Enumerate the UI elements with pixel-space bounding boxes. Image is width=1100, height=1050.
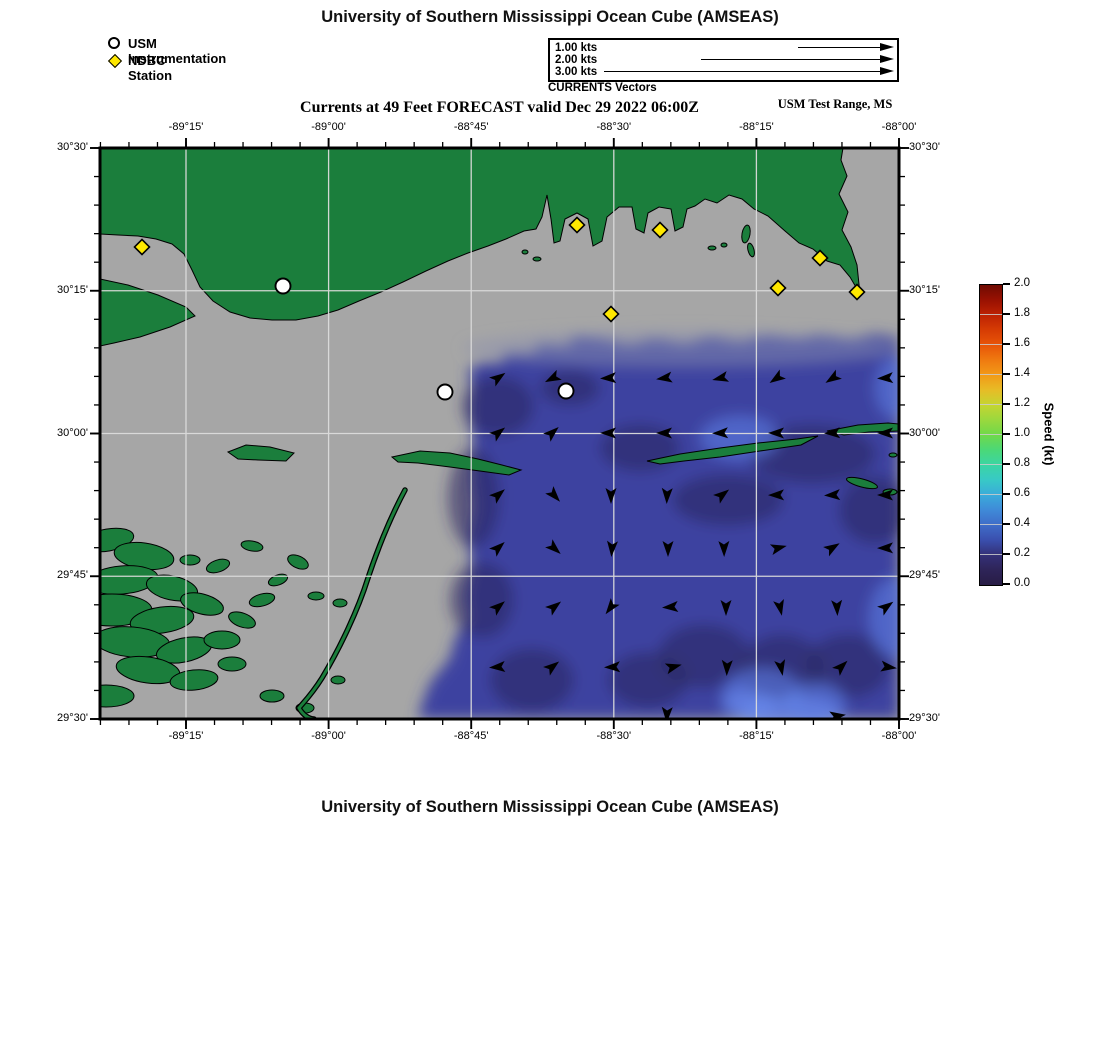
usm-instrumentation-marker (436, 383, 454, 401)
x-axis-label-top: -88°15' (739, 121, 774, 133)
map-content (100, 148, 899, 719)
colorbar-tick-label: 0.6 (1014, 487, 1030, 499)
colorbar-tick-label: 0.0 (1014, 577, 1030, 589)
colorbar-tick-label: 1.0 (1014, 427, 1030, 439)
vector-scale-arrowhead-icon (880, 43, 894, 52)
range-label: USM Test Range, MS (777, 97, 893, 111)
y-axis-label-left: 30°30' (57, 141, 88, 153)
colorbar-tick (1003, 433, 1010, 435)
y-axis-label-right: 29°30' (909, 712, 940, 724)
ndbc-station-marker (651, 221, 669, 239)
vector-scale-arrowhead-icon (880, 67, 894, 76)
colorbar-tick-label: 0.8 (1014, 457, 1030, 469)
ndbc-station-marker (769, 279, 787, 297)
x-axis-label-bottom: -88°15' (739, 730, 774, 742)
colorbar-tick-label: 0.2 (1014, 547, 1030, 559)
x-axis-label-top: -89°00' (311, 121, 346, 133)
stations (133, 216, 866, 401)
ndbc-station-marker (848, 283, 866, 301)
colorbar-gridline (980, 314, 1002, 316)
vector-scale-line (701, 59, 881, 60)
ndbc-station-marker (602, 305, 620, 323)
page-title: University of Southern Mississippi Ocean… (321, 8, 779, 26)
colorbar-tick (1003, 373, 1010, 375)
current-vectors (489, 369, 897, 719)
colorbar-tick-label: 1.2 (1014, 397, 1030, 409)
x-axis-label-top: -88°30' (596, 121, 632, 133)
x-axis-label-bottom: -88°30' (596, 730, 632, 742)
y-axis-label-left: 29°30' (57, 712, 88, 724)
colorbar-gridline (980, 494, 1002, 496)
colorbar-gridline (980, 524, 1002, 526)
colorbar-tick (1003, 403, 1010, 405)
vector-scale-caption: CURRENTS Vectors (548, 82, 657, 94)
land-layer (100, 148, 899, 714)
y-axis-label-right: 30°15' (909, 283, 940, 296)
footer-title: University of Southern Mississippi Ocean… (321, 798, 779, 816)
y-axis-label-right: 30°00' (909, 426, 940, 439)
colorbar-gridline (980, 344, 1002, 346)
x-axis-label-bottom: -89°00' (311, 730, 346, 742)
x-axis-label-bottom: -88°45' (453, 730, 489, 742)
x-axis-label-top: -89°15' (168, 121, 204, 133)
colorbar-tick-label: 1.6 (1014, 337, 1030, 349)
forecast-subtitle: Currents at 49 Feet FORECAST valid Dec 2… (300, 99, 699, 116)
vector-scale-3kt: 3.00 kts (555, 66, 598, 78)
y-axis-label-left: 29°45' (57, 569, 88, 582)
x-axis-label-bottom: -89°15' (168, 730, 204, 742)
colorbar-tick (1003, 553, 1010, 555)
colorbar-tick (1003, 463, 1010, 465)
speed-colorbar (979, 284, 1003, 586)
usm-instrumentation-marker (274, 277, 292, 295)
colorbar-title: Speed (kt) (1041, 402, 1057, 466)
vector-scale-1kt: 1.00 kts (555, 42, 598, 54)
colorbar-tick (1003, 343, 1010, 345)
vector-scale-box: 1.00 kts 2.00 kts 3.00 kts (548, 38, 899, 82)
y-axis-label-left: 30°00' (57, 426, 88, 439)
colorbar-gridline (980, 434, 1002, 436)
colorbar-gridline (980, 404, 1002, 406)
vector-scale-arrowhead-icon (880, 55, 894, 64)
y-axis-label-left: 30°15' (57, 283, 88, 296)
y-axis-label-right: 30°30' (909, 141, 940, 153)
colorbar-tick-label: 1.8 (1014, 307, 1030, 319)
vector-scale-2kt: 2.00 kts (555, 54, 598, 66)
y-axis-label-right: 29°45' (909, 569, 940, 582)
x-axis-label-top: -88°00' (881, 121, 917, 133)
ndbc-station-marker (811, 249, 829, 267)
colorbar-tick-label: 2.0 (1014, 277, 1030, 289)
colorbar-tick (1003, 493, 1010, 495)
colorbar-tick (1003, 313, 1010, 315)
x-axis-label-bottom: -88°00' (881, 730, 917, 742)
usm-instrumentation-icon (108, 37, 120, 49)
colorbar-gridline (980, 554, 1002, 556)
colorbar-tick (1003, 523, 1010, 525)
legend-usm-label: USM Instrumentation (128, 36, 227, 66)
colorbar-tick (1003, 583, 1010, 585)
colorbar-gridline (980, 374, 1002, 376)
colorbar-gridline (980, 464, 1002, 466)
colorbar-tick-label: 1.4 (1014, 367, 1030, 379)
ndbc-station-marker (568, 216, 586, 234)
colorbar-tick-label: 0.4 (1014, 517, 1030, 529)
vector-scale-line (798, 47, 881, 48)
usm-instrumentation-marker (557, 382, 575, 400)
legend-ndbc-label: NDBC Station (128, 53, 173, 83)
colorbar-tick (1003, 283, 1010, 285)
ndbc-station-marker (133, 238, 151, 256)
x-axis-label-top: -88°45' (453, 121, 489, 133)
vector-scale-line (604, 71, 881, 72)
